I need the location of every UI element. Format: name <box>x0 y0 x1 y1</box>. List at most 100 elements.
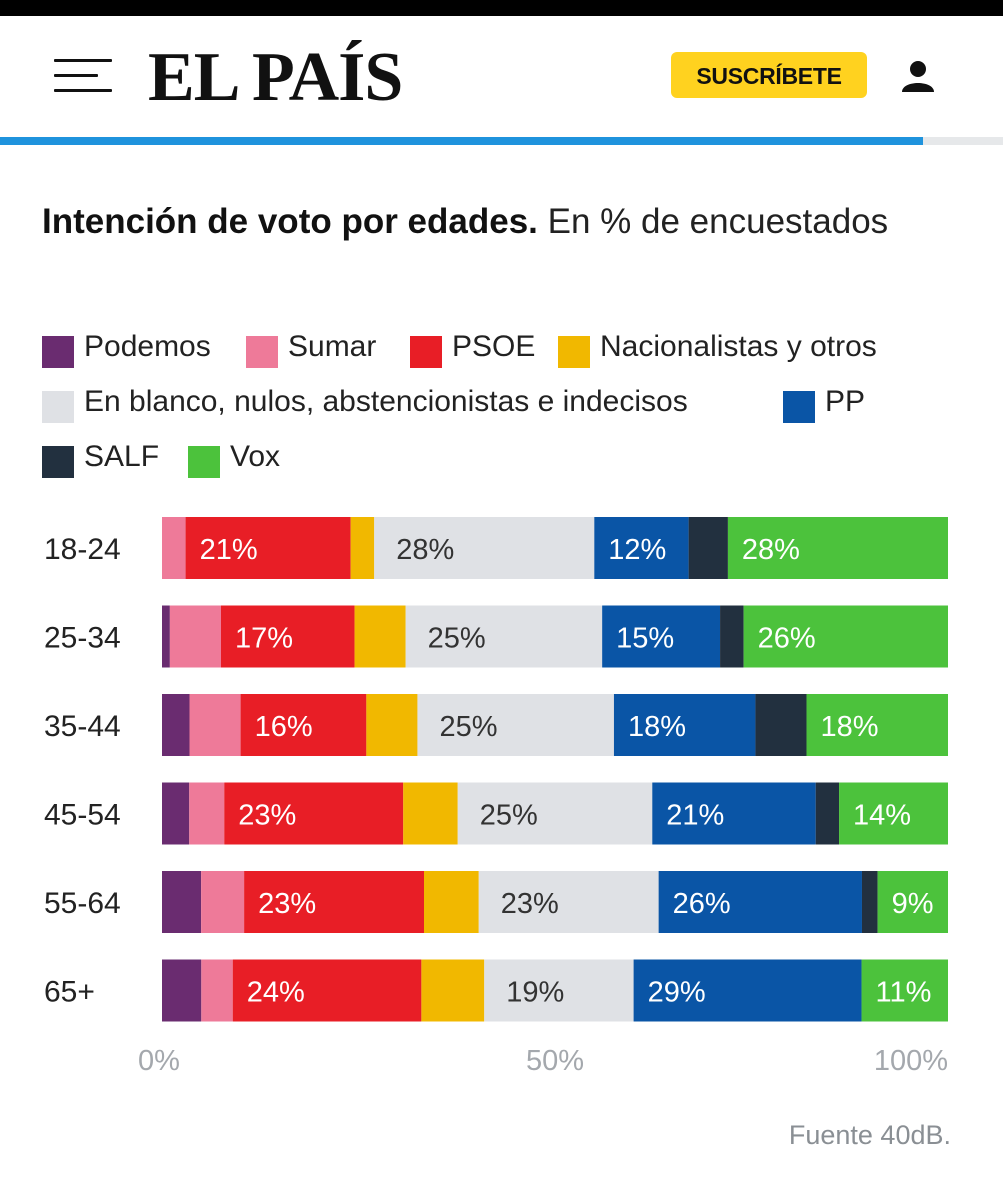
bar-segment <box>366 694 418 756</box>
bar-segment <box>189 782 225 845</box>
bar-segment <box>403 782 458 845</box>
legend-swatch <box>42 336 74 368</box>
bar-segment <box>162 782 190 845</box>
bar-segment <box>727 517 948 579</box>
chart-title: Intención de voto por edades. <box>42 202 538 241</box>
bar-segment <box>743 605 948 668</box>
bar-segment <box>613 694 756 756</box>
bar-segment <box>185 517 351 579</box>
data-label: 29% <box>648 977 706 1009</box>
source-note: Fuente 40dB. <box>788 1120 951 1150</box>
data-label: 21% <box>666 800 724 832</box>
legend-label: PP <box>825 385 866 418</box>
bar-segment <box>162 871 202 933</box>
hamburger-menu-icon[interactable] <box>54 59 112 93</box>
bar-segment <box>839 782 948 845</box>
data-label: 9% <box>892 888 934 920</box>
data-label: 19% <box>506 977 564 1009</box>
x-tick-label: 0% <box>138 1045 180 1077</box>
category-label: 45-54 <box>44 799 121 832</box>
bar-segment <box>417 694 614 756</box>
legend-swatch <box>188 446 220 478</box>
bar-segment <box>861 871 878 933</box>
data-label: 12% <box>608 534 666 566</box>
chart-subtitle: En % de encuestados <box>547 202 889 241</box>
data-label: 25% <box>428 623 486 655</box>
legend-swatch <box>783 391 815 423</box>
legend-label: Podemos <box>84 330 211 363</box>
legend-swatch <box>246 336 278 368</box>
category-label: 65+ <box>44 976 95 1009</box>
stacked-bar-chart: 18-24 21% 28% 12% 28% 25-34 17% 25% 15% 26% 35-44 1… <box>0 500 1003 1100</box>
bar-segment <box>224 782 404 845</box>
bar-segment <box>162 959 202 1022</box>
legend-label: En blanco, nulos, abstencionistas e inde… <box>84 385 688 418</box>
bar-segment <box>162 517 186 579</box>
data-label: 25% <box>480 800 538 832</box>
legend-label: Nacionalistas y otros <box>600 330 877 363</box>
bar-segment <box>169 605 221 668</box>
bar-segment <box>201 871 245 933</box>
bar-segment <box>815 782 840 845</box>
data-label: 23% <box>238 800 296 832</box>
bar-segment <box>457 782 653 845</box>
bar-segment <box>861 959 948 1022</box>
chart-heading: Intención de voto por edades. En % de en… <box>42 196 942 248</box>
site-header: EL PAÍS SUSCRÍBETE <box>0 16 1003 136</box>
user-icon[interactable] <box>900 58 936 94</box>
legend-swatch <box>558 336 590 368</box>
bar-segment <box>354 605 406 668</box>
bar-segment <box>232 959 422 1022</box>
data-label: 23% <box>258 888 316 920</box>
category-label: 25-34 <box>44 622 121 655</box>
bar-segment <box>688 517 728 579</box>
bar-segment <box>405 605 603 668</box>
top-status-strip <box>0 0 1003 16</box>
bar-segment <box>633 959 862 1022</box>
bar-segment <box>484 959 634 1022</box>
legend-label: PSOE <box>452 330 536 363</box>
bar-segment <box>244 871 424 933</box>
bar-segment <box>877 871 948 933</box>
category-label: 35-44 <box>44 710 121 743</box>
bar-segment <box>720 605 744 668</box>
reading-progress-fill <box>0 137 923 145</box>
legend-swatch <box>42 446 74 478</box>
bar-segment <box>374 517 595 579</box>
data-label: 18% <box>821 711 879 743</box>
data-label: 28% <box>396 534 454 566</box>
bar-segment <box>652 782 816 845</box>
reading-progress-bar <box>0 137 1003 145</box>
site-logo[interactable]: EL PAÍS <box>148 39 403 116</box>
legend-swatch <box>410 336 442 368</box>
subscribe-button[interactable]: SUSCRÍBETE <box>671 52 867 98</box>
bar-segment <box>806 694 948 756</box>
category-label: 18-24 <box>44 533 121 566</box>
data-label: 14% <box>853 800 911 832</box>
data-label: 21% <box>200 534 258 566</box>
data-label: 23% <box>501 888 559 920</box>
data-label: 11% <box>876 977 932 1009</box>
legend-label: Sumar <box>288 330 377 363</box>
data-label: 18% <box>628 711 686 743</box>
bar-segment <box>162 605 170 668</box>
bar-segment <box>421 959 485 1022</box>
bar-segment <box>201 959 233 1022</box>
bar-segment <box>220 605 355 668</box>
data-label: 17% <box>235 623 293 655</box>
bar-segment <box>755 694 807 756</box>
data-label: 26% <box>673 888 731 920</box>
legend-label: SALF <box>84 440 160 473</box>
category-label: 55-64 <box>44 887 121 920</box>
legend-swatch <box>42 391 74 423</box>
data-label: 24% <box>247 977 305 1009</box>
legend-label: Vox <box>230 440 281 473</box>
bar-segment <box>478 871 659 933</box>
data-label: 15% <box>616 623 674 655</box>
bar-segment <box>162 694 190 756</box>
data-label: 16% <box>255 711 313 743</box>
data-label: 28% <box>742 534 800 566</box>
chart-svg: 18-24 21% 28% 12% 28% 25-34 17% 25% 15% 26% 35-44 1… <box>44 517 948 1077</box>
bar-segment <box>189 694 241 756</box>
data-label: 26% <box>758 623 816 655</box>
